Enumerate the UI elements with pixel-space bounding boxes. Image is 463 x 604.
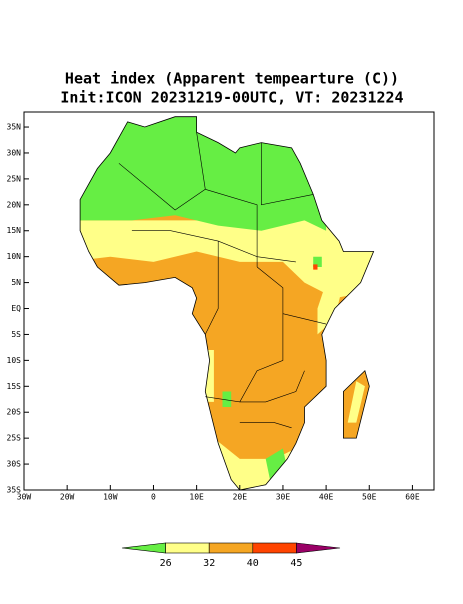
y-tick-label: 20S <box>7 408 22 417</box>
y-tick-label: 30N <box>7 148 22 157</box>
border <box>118 163 206 211</box>
colorbar-label: 45 <box>290 558 302 569</box>
colorbar-segment <box>208 542 254 554</box>
y-tick-label: EQ <box>11 304 21 313</box>
y-tick-label: 5S <box>11 330 21 339</box>
y-tick-label: 35N <box>7 123 22 132</box>
border <box>239 370 305 403</box>
x-tick-label: 50E <box>362 493 377 502</box>
heat-region <box>313 264 318 270</box>
axis-ticks: 30W 20W 10W 0 10E 20E 30E 40E 50E 60E 35N 30N 25N 20N… <box>7 123 420 502</box>
colorbar: 26 32 40 45 <box>121 542 341 569</box>
y-tick-label: 15S <box>7 382 22 391</box>
colorbar-segment <box>121 542 166 554</box>
colorbar-segment <box>252 542 297 554</box>
y-tick-label: 15N <box>7 226 22 235</box>
title: Heat index (Apparent tempearture (C)) <box>65 70 399 88</box>
x-tick-label: 40E <box>319 493 334 502</box>
y-tick-label: 35S <box>7 486 22 495</box>
coastline <box>79 116 375 490</box>
y-tick-label: 5N <box>11 278 21 287</box>
border <box>261 142 314 206</box>
colorbar-label: 32 <box>203 558 215 569</box>
y-tick-label: 30S <box>7 460 22 469</box>
subtitle: Init:ICON 20231219-00UTC, VT: 20231224 <box>60 89 403 107</box>
border <box>205 189 258 267</box>
heat-region <box>222 391 232 407</box>
y-tick-label: 10S <box>7 356 22 365</box>
heat-region <box>80 220 374 299</box>
y-tick-label: 10N <box>7 252 22 261</box>
heat-region <box>317 282 344 335</box>
border <box>205 266 284 403</box>
x-tick-label: 10W <box>103 493 118 502</box>
x-tick-label: 0 <box>151 493 156 502</box>
x-tick-label: 10E <box>189 493 204 502</box>
x-tick-label: 60E <box>405 493 420 502</box>
x-tick-label: 30W <box>17 493 32 502</box>
colorbar-segment <box>296 542 341 554</box>
border <box>239 422 292 429</box>
border <box>205 241 219 335</box>
border <box>196 132 206 190</box>
y-tick-label: 20N <box>7 200 22 209</box>
y-tick-label: 25N <box>7 174 22 183</box>
x-tick-label: 20E <box>233 493 248 502</box>
heat-region <box>347 381 365 423</box>
y-tick-label: 25S <box>7 434 22 443</box>
x-tick-label: 20W <box>60 493 75 502</box>
colorbar-label: 26 <box>160 558 172 569</box>
border <box>282 313 327 325</box>
x-tick-label: 30E <box>276 493 291 502</box>
colorbar-segment <box>165 542 210 554</box>
colorbar-label: 40 <box>247 558 259 569</box>
